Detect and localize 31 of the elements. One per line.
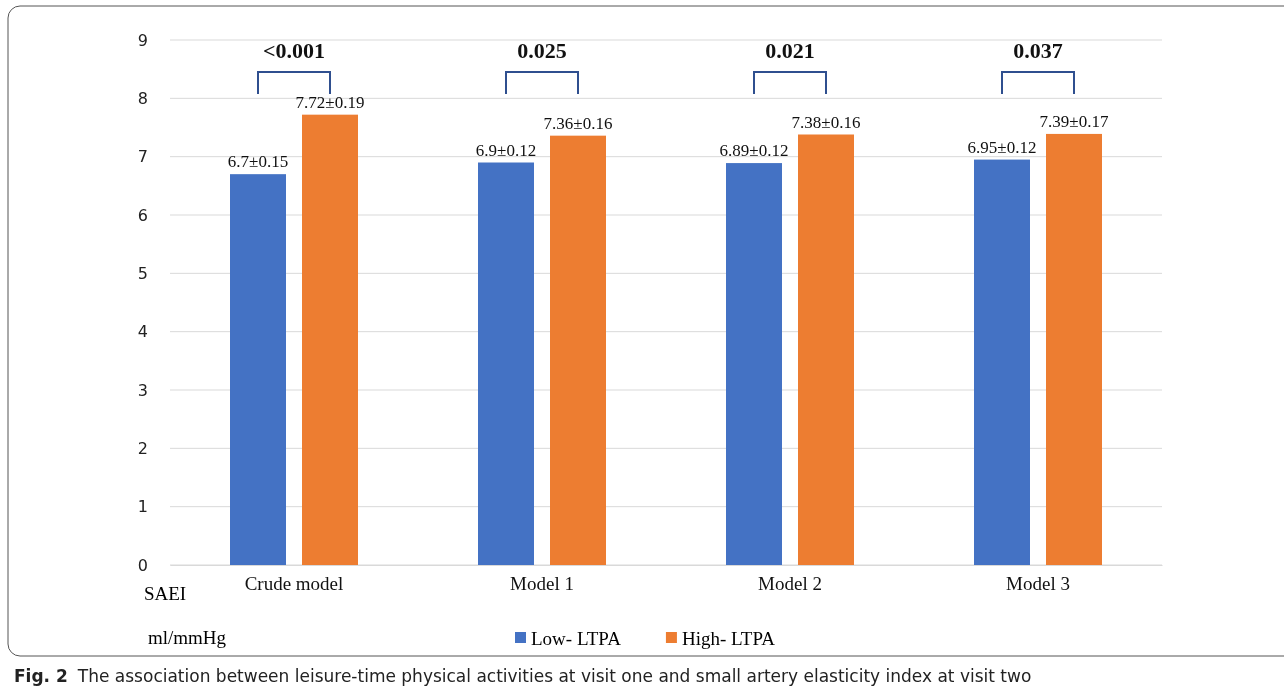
annotation: <0.001 — [262, 38, 326, 64]
text: Fig. 2 — [14, 666, 68, 686]
y-tick-label: 4 — [137, 322, 148, 342]
annotation: 0.025 — [517, 38, 567, 64]
y-tick-label: 2 — [137, 438, 148, 458]
annotation: 0.021 — [765, 38, 815, 64]
data-label: 7.36±0.16 — [543, 113, 613, 133]
data-label: 7.38±0.16 — [791, 112, 861, 132]
legend-label: High- LTPA — [681, 628, 776, 649]
x-tick-label: Model 3 — [1006, 573, 1070, 595]
data-label: 6.9±0.12 — [475, 140, 537, 160]
data-label: 6.89±0.12 — [719, 141, 789, 161]
y-tick-label: 5 — [137, 263, 148, 283]
y-tick-label: 1 — [137, 497, 148, 517]
y-tick-label: 9 — [137, 30, 148, 50]
x-tick-label: Model 1 — [510, 573, 574, 595]
data-label: 6.95±0.12 — [967, 137, 1037, 157]
x-tick-label: Model 2 — [758, 573, 822, 595]
y-tick-label: 6 — [137, 205, 148, 225]
data-label: 7.39±0.17 — [1039, 111, 1109, 131]
text: The association between leisure-time physical activities at visit one and small artery elasticity index at visit two — [76, 666, 1032, 686]
data-label: 6.7±0.15 — [227, 152, 289, 172]
y-tick-label: 8 — [137, 88, 148, 108]
legend-label: Low- LTPA — [531, 628, 622, 649]
x-tick-label: Crude model — [244, 573, 344, 595]
data-label: 7.72±0.19 — [295, 92, 365, 112]
text: SAEI ml/mmHg — [143, 583, 227, 648]
annotation: 0.037 — [1013, 38, 1063, 64]
y-tick-label: 3 — [137, 380, 148, 400]
y-tick-label: 7 — [137, 147, 148, 167]
y-tick-label: 0 — [137, 555, 148, 575]
